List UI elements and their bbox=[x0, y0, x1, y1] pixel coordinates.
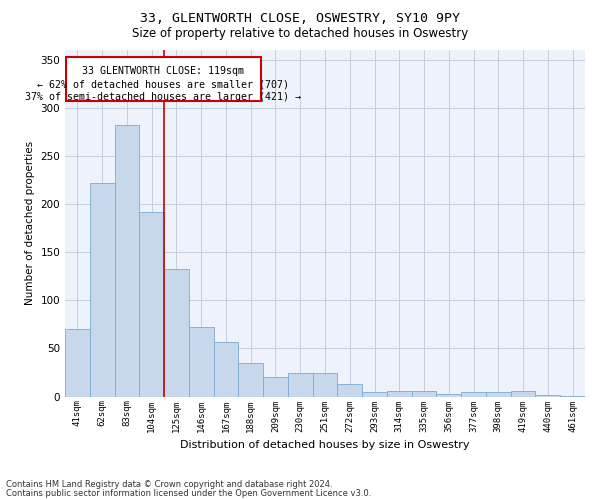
Bar bbox=[115, 125, 139, 396]
Text: 37% of semi-detached houses are larger (421) →: 37% of semi-detached houses are larger (… bbox=[25, 92, 301, 102]
Text: Contains HM Land Registry data © Crown copyright and database right 2024.: Contains HM Land Registry data © Crown c… bbox=[6, 480, 332, 489]
Bar bbox=[412, 391, 436, 396]
Bar bbox=[90, 183, 115, 396]
Text: 33 GLENTWORTH CLOSE: 119sqm: 33 GLENTWORTH CLOSE: 119sqm bbox=[82, 66, 244, 76]
Bar bbox=[535, 394, 560, 396]
Bar bbox=[214, 342, 238, 396]
Bar bbox=[362, 392, 387, 396]
Bar bbox=[164, 268, 189, 396]
Bar bbox=[461, 392, 486, 396]
Y-axis label: Number of detached properties: Number of detached properties bbox=[25, 142, 35, 306]
Bar bbox=[238, 363, 263, 396]
Bar bbox=[288, 372, 313, 396]
Text: Size of property relative to detached houses in Oswestry: Size of property relative to detached ho… bbox=[132, 28, 468, 40]
Text: 33, GLENTWORTH CLOSE, OSWESTRY, SY10 9PY: 33, GLENTWORTH CLOSE, OSWESTRY, SY10 9PY bbox=[140, 12, 460, 26]
Bar bbox=[65, 329, 90, 396]
Bar bbox=[337, 384, 362, 396]
Bar bbox=[436, 394, 461, 396]
X-axis label: Distribution of detached houses by size in Oswestry: Distribution of detached houses by size … bbox=[180, 440, 470, 450]
Bar bbox=[486, 392, 511, 396]
Text: Contains public sector information licensed under the Open Government Licence v3: Contains public sector information licen… bbox=[6, 488, 371, 498]
Bar bbox=[387, 391, 412, 396]
Bar bbox=[263, 378, 288, 396]
Bar bbox=[511, 391, 535, 396]
Bar bbox=[66, 56, 260, 101]
Bar bbox=[139, 212, 164, 396]
Bar bbox=[189, 328, 214, 396]
Bar bbox=[313, 372, 337, 396]
Text: ← 62% of detached houses are smaller (707): ← 62% of detached houses are smaller (70… bbox=[37, 79, 289, 89]
